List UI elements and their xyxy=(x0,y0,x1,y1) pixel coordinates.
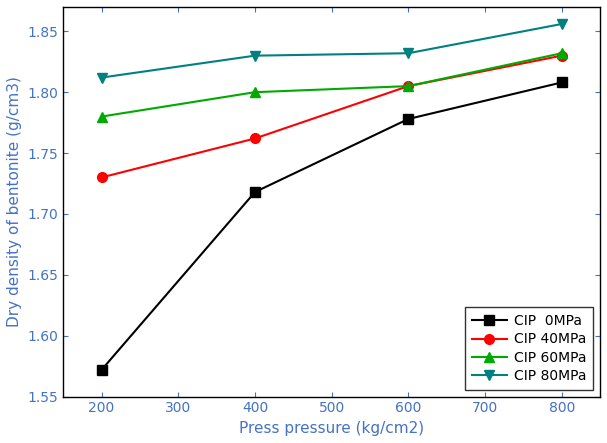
CIP  0MPa xyxy=(251,190,259,195)
Line: CIP  0MPa: CIP 0MPa xyxy=(97,78,566,375)
CIP 80MPa xyxy=(98,75,105,80)
Line: CIP 40MPa: CIP 40MPa xyxy=(97,51,566,183)
CIP  0MPa xyxy=(405,117,412,122)
X-axis label: Press pressure (kg/cm2): Press pressure (kg/cm2) xyxy=(239,421,424,436)
CIP 60MPa xyxy=(405,83,412,89)
CIP 60MPa xyxy=(251,89,259,95)
CIP 40MPa xyxy=(98,175,105,180)
CIP  0MPa xyxy=(558,80,565,85)
CIP 60MPa xyxy=(98,114,105,119)
CIP 80MPa xyxy=(558,21,565,27)
Legend: CIP  0MPa, CIP 40MPa, CIP 60MPa, CIP 80MPa: CIP 0MPa, CIP 40MPa, CIP 60MPa, CIP 80MP… xyxy=(465,307,593,390)
CIP 40MPa xyxy=(405,83,412,89)
Line: CIP 60MPa: CIP 60MPa xyxy=(97,48,566,121)
CIP 40MPa xyxy=(558,53,565,58)
Line: CIP 80MPa: CIP 80MPa xyxy=(97,19,566,82)
CIP 80MPa xyxy=(251,53,259,58)
CIP 80MPa xyxy=(405,51,412,56)
CIP  0MPa xyxy=(98,367,105,373)
CIP 60MPa xyxy=(558,51,565,56)
CIP 40MPa xyxy=(251,136,259,141)
Y-axis label: Dry density of bentonite (g/cm3): Dry density of bentonite (g/cm3) xyxy=(7,76,22,327)
